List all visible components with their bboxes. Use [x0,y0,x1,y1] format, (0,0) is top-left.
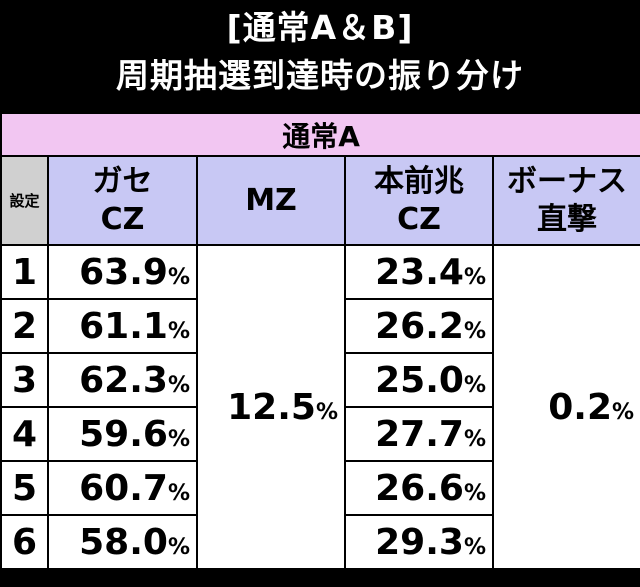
setting: 3 [0,352,49,408]
setting: 1 [0,244,49,300]
gase-cz: 60.7% [47,460,198,516]
column-header: 本前兆 CZ [344,155,494,246]
column-header: MZ [196,155,346,246]
unit: % [167,264,190,290]
setting: 4 [0,406,49,462]
unit: % [463,264,486,290]
table-row: 6 58.0% 29.3% [0,514,640,570]
title-line: 周期抽選到達時の振り分け [116,56,524,95]
unit: % [167,426,190,452]
table-row: 2 61.1% 26.2% [0,298,640,354]
unit: % [167,318,190,344]
unit: % [167,480,190,506]
table-row: 1 63.9% 12.5% 23.4% 0.2% [0,244,640,570]
unit: % [463,318,486,344]
honzen-cz: 26.2% [344,298,494,354]
setting: 2 [0,298,49,354]
honzen-cz: 27.7% [344,406,494,462]
gase-cz: 63.9% [47,244,198,300]
honzen-cz: 25.0% [344,352,494,408]
column-header: 設定 [0,155,49,246]
unit: % [463,372,486,398]
mz: 12.5% [196,244,346,570]
column-header: ボーナス 直撃 [491,155,640,246]
unit: % [463,480,486,506]
table-row: 3 62.3% 25.0% [0,352,640,408]
unit: % [463,426,486,452]
unit: % [612,399,635,425]
table-row: 4 59.6% 27.7% [0,406,640,462]
column-header: ガセ CZ [47,155,198,246]
unit: % [315,399,338,425]
setting: 6 [0,514,49,570]
table-row: 5 60.7% 26.6% [0,460,640,516]
section-header: 通常A [0,112,640,157]
honzen-cz: 29.3% [344,514,494,570]
gase-cz: 62.3% [47,352,198,408]
honzen-cz: 23.4% [344,244,494,300]
gase-cz: 58.0% [47,514,198,570]
gase-cz: 61.1% [47,298,198,354]
setting: 5 [0,460,49,516]
bonus: 0.2% [491,244,640,570]
unit: % [463,534,486,560]
title-block: [通常A＆B] 周期抽選到達時の振り分け [0,0,640,112]
unit: % [167,372,190,398]
title-line: [通常A＆B] [226,8,414,47]
gase-cz: 59.6% [47,406,198,462]
table: 通常A 設定 ガセ CZ MZ 本前兆 CZ ボーナス 直撃 1 63.9% 12.5% 23… [0,112,640,570]
honzen-cz: 26.6% [344,460,494,516]
unit: % [167,534,190,560]
